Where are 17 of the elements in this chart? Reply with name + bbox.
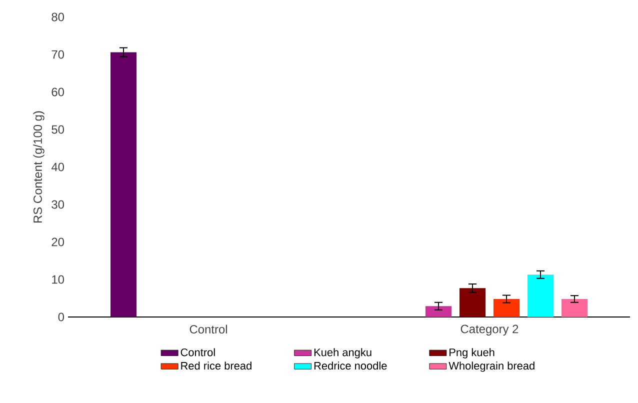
y-tick-label: 10 [52, 275, 64, 284]
y-tick-label: 70 [52, 50, 64, 59]
legend-label: Redrice noodle [314, 362, 387, 370]
y-tick-label: 20 [52, 238, 64, 246]
legend-label: Png kueh [450, 348, 494, 358]
x-tick-label: Category 2 [460, 324, 518, 336]
y-tick-label: 40 [51, 162, 64, 172]
y-tick-label: 60 [52, 88, 64, 96]
legend-label: Control [180, 348, 215, 356]
y-axis-title: RS Content (g/100 g) [33, 111, 44, 222]
y-tick-label: 30 [52, 200, 64, 209]
y-tick-label: 0 [58, 312, 64, 322]
legend-label: Red rice bread [181, 362, 252, 370]
legend-label: Kueh angku [314, 348, 372, 358]
y-tick-label: 80 [52, 12, 64, 22]
legend-label: Wholegrain bread [448, 362, 534, 372]
y-tick-label: 50 [52, 125, 64, 134]
